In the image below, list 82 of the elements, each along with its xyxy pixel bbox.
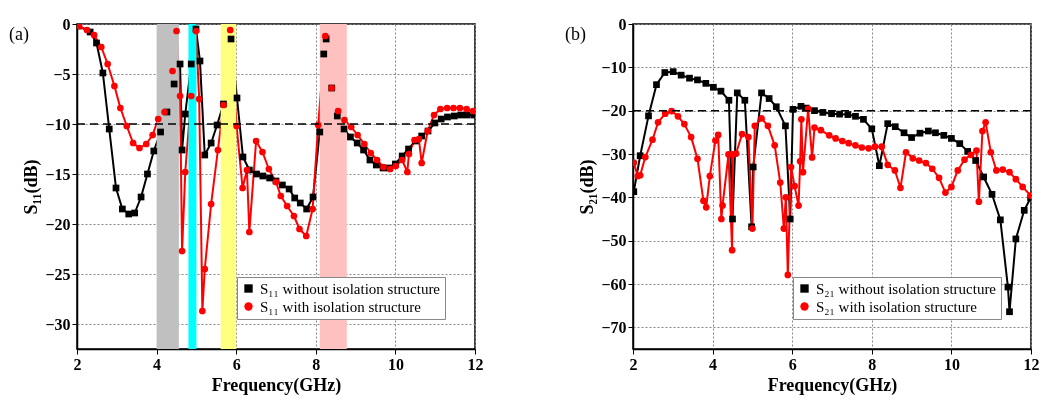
- point: [669, 68, 677, 76]
- text: (a): [9, 24, 29, 45]
- y-tick-label: −25: [45, 265, 71, 283]
- point: [694, 76, 701, 84]
- point: [645, 112, 652, 120]
- legend-label: S₁₁ with isolation structure: [260, 298, 422, 315]
- point: [972, 157, 980, 164]
- point: [891, 123, 899, 131]
- point: [948, 135, 955, 142]
- point: [725, 96, 733, 104]
- point: [980, 173, 987, 181]
- x-tick-label: 8: [868, 355, 877, 373]
- point: [702, 80, 710, 87]
- point: [1020, 206, 1028, 214]
- point: [782, 122, 789, 130]
- legend-label: S₂₁ with isolation structure: [816, 298, 978, 315]
- point: [729, 215, 736, 223]
- y-tick-label: −15: [45, 165, 71, 183]
- y-tick-label: −40: [601, 188, 627, 206]
- x-tick-label: 10: [387, 355, 404, 373]
- x-tick-label: 10: [943, 355, 960, 373]
- point: [828, 110, 835, 118]
- x-tick-label: 12: [1023, 355, 1040, 373]
- point: [988, 190, 996, 198]
- y-tick-label: −60: [601, 275, 627, 293]
- y-axis-title: S₂₁(dB): [577, 159, 599, 215]
- point: [677, 71, 685, 79]
- y-tick-label: −5: [53, 65, 71, 83]
- y-tick-label: −70: [601, 318, 627, 336]
- text: (b): [565, 24, 586, 45]
- point: [844, 111, 852, 118]
- point: [741, 96, 749, 104]
- point: [765, 95, 773, 102]
- y-axis-title: S₁₁(dB): [21, 159, 43, 215]
- x-tick-label: 6: [232, 355, 241, 373]
- point: [884, 120, 892, 128]
- point: [924, 127, 932, 135]
- y-tick-label: −20: [45, 215, 71, 233]
- point: [932, 129, 939, 137]
- x-tick-label: 8: [312, 355, 321, 373]
- y-tick-label: −30: [601, 145, 627, 163]
- legend-label: S₂₁ without isolation structure: [816, 280, 997, 297]
- x-tick-label: 6: [788, 355, 797, 373]
- point: [940, 132, 948, 139]
- point: [717, 87, 725, 95]
- point: [900, 129, 908, 137]
- point: [686, 74, 693, 82]
- point: [852, 112, 859, 120]
- point: [772, 103, 780, 111]
- point: [661, 69, 669, 76]
- y-tick-label: −10: [45, 115, 71, 133]
- legend-label: S₁₁ without isolation structure: [260, 280, 441, 297]
- x-tick-label: 2: [629, 355, 638, 373]
- x-tick-label: 4: [709, 355, 718, 373]
- y-tick-label: −20: [601, 102, 627, 120]
- point: [868, 125, 876, 133]
- point: [710, 83, 717, 91]
- y-tick-label: −30: [45, 315, 71, 333]
- y-tick-label: 0: [618, 15, 627, 33]
- point: [908, 134, 915, 141]
- x-axis-title: Frequency(GHz): [211, 374, 342, 396]
- point: [860, 115, 867, 123]
- point: [876, 162, 883, 170]
- x-tick-label: 2: [73, 355, 82, 373]
- point: [819, 109, 827, 116]
- point: [786, 215, 794, 223]
- y-tick-label: 0: [62, 15, 71, 33]
- y-tick-label: −50: [601, 232, 627, 250]
- point: [956, 140, 964, 147]
- x-tick-label: 4: [153, 355, 162, 373]
- point: [836, 110, 843, 118]
- x-axis-title: Frequency(GHz): [767, 374, 898, 396]
- x-tick-label: 12: [467, 355, 484, 373]
- point: [811, 107, 818, 115]
- point: [653, 81, 660, 89]
- point: [758, 89, 765, 97]
- point: [916, 129, 924, 137]
- point: [997, 216, 1004, 224]
- y-tick-label: −10: [601, 58, 627, 76]
- point: [749, 163, 757, 171]
- point: [1006, 308, 1013, 316]
- point: [733, 89, 741, 97]
